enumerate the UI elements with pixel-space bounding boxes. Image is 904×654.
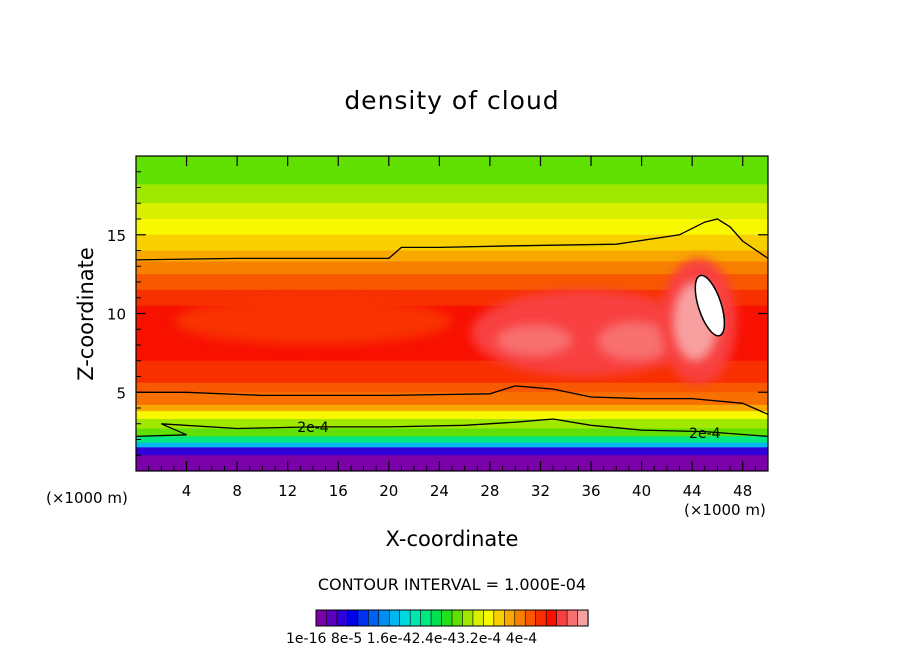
x-unit-label-right: (×1000 m) xyxy=(684,501,766,519)
chart-title: density of cloud xyxy=(344,86,560,115)
colorbar-swatch xyxy=(357,609,369,627)
heatmap-highlight xyxy=(173,297,453,345)
x-tick-label: 40 xyxy=(632,482,651,500)
contour-label: 2e-4 xyxy=(297,420,329,436)
colorbar-swatch xyxy=(451,609,464,627)
x-tick-label: 12 xyxy=(278,482,297,500)
heatmap-area xyxy=(136,156,768,471)
colorbar-labels: 1e-16 8e-5 1.6e-42.4e-43.2e-4 4e-4 xyxy=(286,631,538,647)
x-axis-label: X-coordinate xyxy=(385,527,519,551)
heatmap-maximum-core xyxy=(694,274,726,337)
x-tick-label: 28 xyxy=(480,482,499,500)
heatmap-highlight xyxy=(496,324,573,357)
y-tick-label: 10 xyxy=(107,306,126,324)
x-tick-label: 44 xyxy=(683,482,702,500)
contour-label: 2e-4 xyxy=(689,426,721,442)
colorbar-swatch xyxy=(368,609,380,627)
colorbar-swatch xyxy=(326,609,338,627)
colorbar-swatch xyxy=(566,609,579,627)
colorbar-swatch xyxy=(315,609,328,627)
contour-line xyxy=(136,218,768,261)
colorbar-swatch xyxy=(514,609,526,627)
colorbar-swatch xyxy=(420,609,432,627)
colorbar-frame xyxy=(315,609,589,627)
x-tick-label: 36 xyxy=(581,482,600,500)
colorbar-swatch xyxy=(556,609,568,627)
x-tick-label: 8 xyxy=(232,482,242,500)
contour-lines xyxy=(136,218,768,438)
colorbar-swatch xyxy=(493,609,505,627)
colorbar-swatch xyxy=(504,609,516,627)
x-tick-label: 32 xyxy=(531,482,550,500)
colorbar-swatch xyxy=(545,609,558,627)
colorbar-swatch xyxy=(399,609,411,627)
colorbar-swatch xyxy=(378,609,390,627)
y-tick-label: 15 xyxy=(107,227,126,245)
contour-line xyxy=(136,418,768,438)
colorbar-swatch xyxy=(472,609,484,627)
contour-labels: 2e-4 2e-4 xyxy=(297,420,721,442)
y-axis-label: Z-coordinate xyxy=(74,247,98,381)
colorbar-swatch xyxy=(336,609,348,627)
x-tick-label: 20 xyxy=(379,482,398,500)
colorbar-swatch xyxy=(388,609,401,627)
x-tick-label: 4 xyxy=(182,482,192,500)
colorbar-swatch xyxy=(409,609,422,627)
colorbar-swatch xyxy=(577,609,589,627)
colorbar-swatch xyxy=(535,609,547,627)
heatmap-band xyxy=(136,455,768,471)
x-tick-label: 16 xyxy=(329,482,348,500)
colorbar-swatch xyxy=(441,609,453,627)
x-tick-label: 48 xyxy=(733,482,752,500)
x-tick-label: 24 xyxy=(430,482,449,500)
colorbar-swatch xyxy=(430,609,443,627)
contour-line xyxy=(136,385,768,415)
colorbar-swatch xyxy=(524,609,537,627)
heatmap-highlight xyxy=(597,321,674,361)
contour-interval-text: CONTOUR INTERVAL = 1.000E-04 xyxy=(317,575,587,594)
x-unit-label-left: (×1000 m) xyxy=(46,489,128,507)
colorbar xyxy=(315,609,589,627)
colorbar-swatch xyxy=(347,609,359,627)
y-tick-label: 5 xyxy=(116,384,126,402)
colorbar-swatch xyxy=(462,609,474,627)
colorbar-swatch xyxy=(483,609,495,627)
